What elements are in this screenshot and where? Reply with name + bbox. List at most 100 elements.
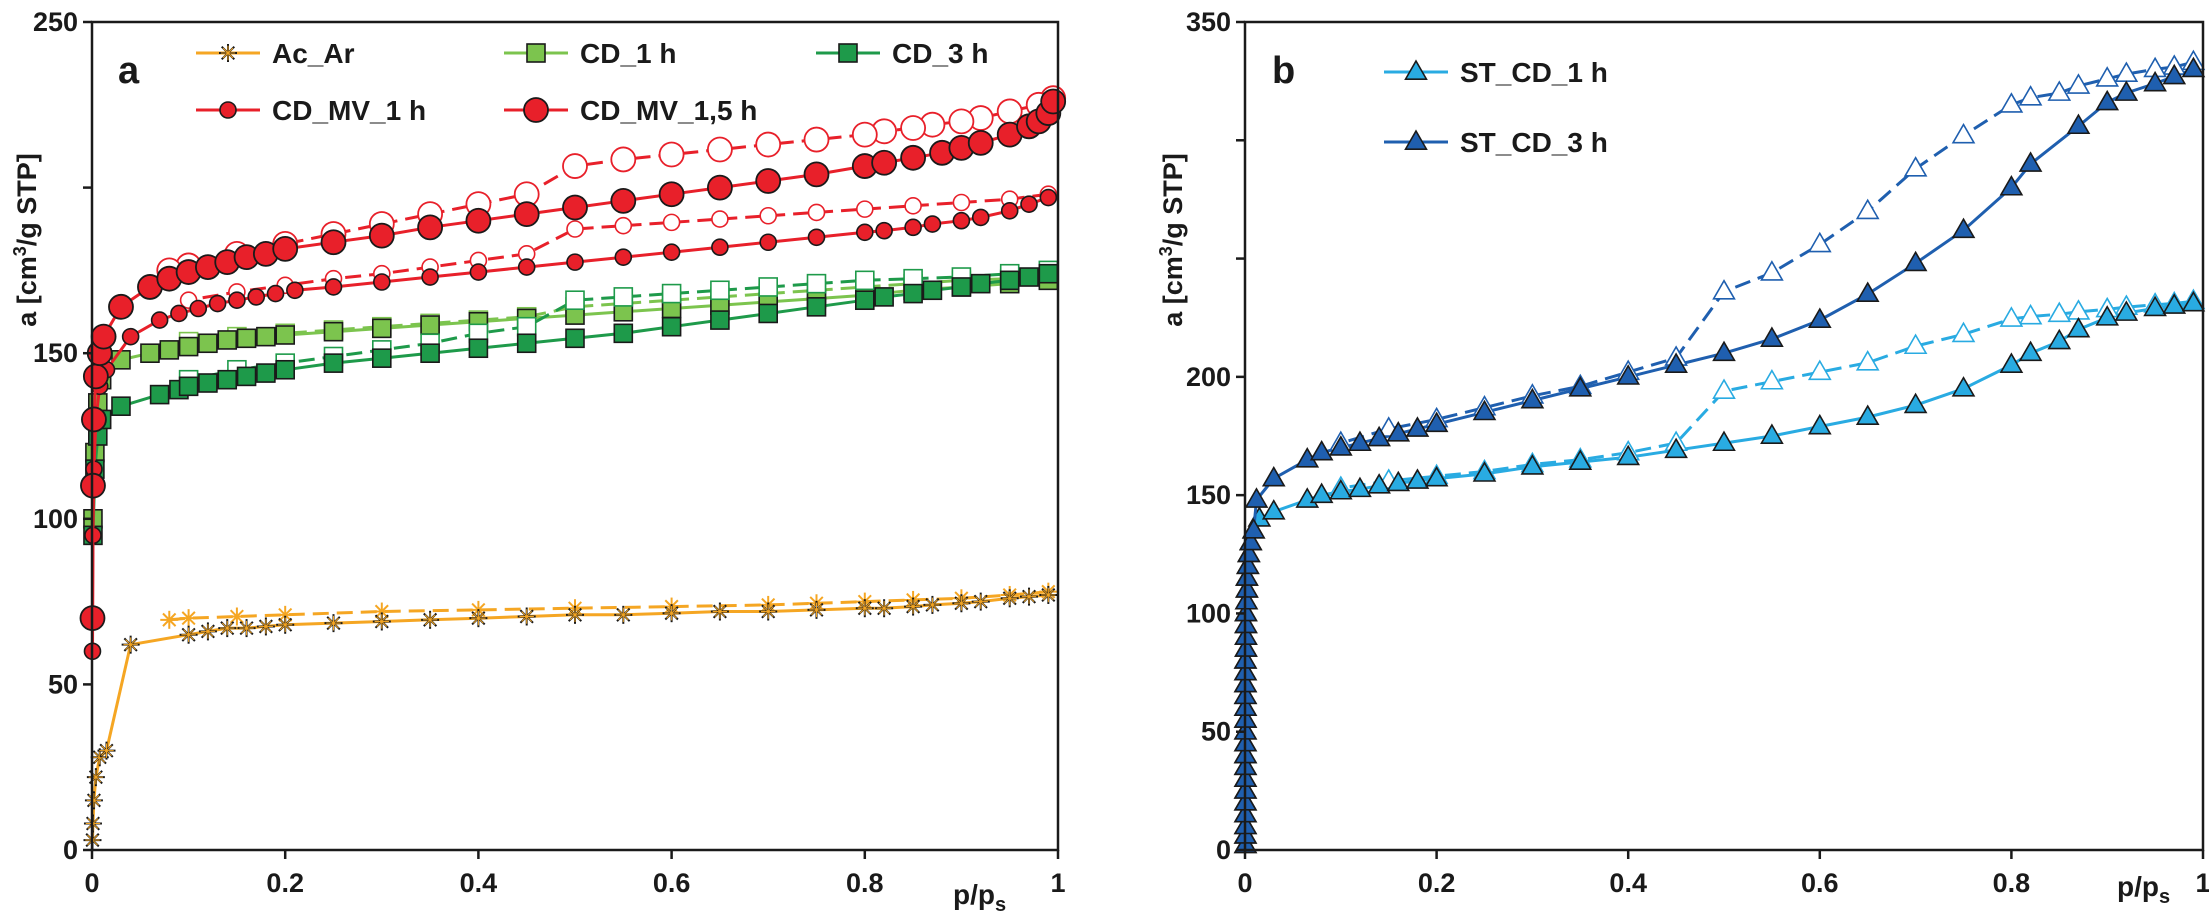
series-cd-mv-1-5-h-adsorption-point <box>465 207 492 234</box>
series-cd-1-h-adsorption-point <box>178 336 199 357</box>
legend-swatch-marker <box>1404 129 1428 150</box>
series-cd-mv-1-h-adsorption-point <box>971 208 990 227</box>
panel-a-legend: Ac_Ar CD_1 h CD_3 h CD_MV_1 h CD_MV_1,5 h <box>196 38 988 126</box>
x-tick-label: 0.2 <box>266 868 304 898</box>
series-st-cd-3-h-desorption-point <box>1712 279 1736 300</box>
panel-a: 0 50 100 150 250 0 0.2 0.4 0.6 0.8 1 a a [cm3/g S… <box>10 7 1067 916</box>
series-cd-3-h-adsorption-point <box>236 366 257 387</box>
series-ac-ar-adsorption-point <box>86 768 105 787</box>
series-st-cd-3-h-adsorption-point <box>1664 352 1688 373</box>
legend-swatch-marker <box>219 44 237 62</box>
series-ac-ar-desorption-point <box>179 609 198 628</box>
panel-b-y-ticks: 0 50 100 150 200 350 <box>1186 7 1245 865</box>
y-tick-label: 200 <box>1186 362 1231 392</box>
x-tick-label: 0.8 <box>846 868 884 898</box>
series-cd-1-h-adsorption-point <box>198 333 218 354</box>
y-tick-label: 50 <box>1201 717 1231 747</box>
series-ac-ar-adsorption-point <box>97 741 116 760</box>
series-st-cd-3-h-adsorption-point <box>1405 416 1430 437</box>
series-ac-ar-adsorption-point <box>517 607 536 626</box>
series-cd-mv-1-h-adsorption-point <box>324 278 343 296</box>
legend-swatch-marker <box>1404 59 1428 80</box>
series-cd-mv-1-h-desorption-point <box>952 193 971 212</box>
series-cd-mv-1-5-h-adsorption-point <box>81 406 107 433</box>
y-tick-label: 0 <box>63 835 78 865</box>
series-cd-3-h-adsorption-point <box>217 369 238 390</box>
series-st-cd-1-h-adsorption-point <box>1855 404 1880 426</box>
series-cd-3-h-desorption-point <box>661 283 682 304</box>
series-st-cd-3-h-adsorption-point <box>1999 174 2024 196</box>
x-tick-label: 0.6 <box>653 868 691 898</box>
series-cd-mv-1-5-h-adsorption-point <box>108 293 134 320</box>
series-st-cd-3-h-adsorption-point <box>1309 439 1334 461</box>
series-cd-mv-1-h-adsorption-point <box>150 311 169 329</box>
series-cd-mv-1-h-desorption-point <box>566 220 584 238</box>
series-ac-ar-adsorption-point <box>1039 585 1058 604</box>
series-st-cd-1-h-desorption-point <box>1903 333 1928 355</box>
series-cd-3-h-adsorption-point <box>371 348 392 368</box>
series-cd-mv-1-h-adsorption-point <box>421 268 439 286</box>
series-cd-1-h-adsorption-point <box>159 340 180 360</box>
series-cd-1-h-adsorption-point <box>256 326 276 347</box>
series-st-cd-1-h-adsorption-point <box>1424 465 1449 487</box>
series-ac-ar-adsorption-point <box>904 597 923 616</box>
y-tick-label: 150 <box>1186 480 1231 510</box>
series-st-cd-3-h-adsorption-point <box>2066 113 2091 135</box>
series-st-cd-1-h-adsorption-point <box>1328 478 1353 500</box>
panel-a-y-axis-label: a [cm3/g STP] <box>10 153 42 327</box>
series-ac-ar-adsorption-point <box>566 605 584 624</box>
panel-b-series <box>1233 49 2206 854</box>
series-cd-mv-1-5-h-desorption-point <box>851 121 878 148</box>
series-cd-mv-1-h-adsorption-point <box>904 218 922 237</box>
series-st-cd-3-h-adsorption-point <box>1348 430 1372 452</box>
series-cd-1-h-adsorption-point <box>420 315 440 335</box>
legend-item-cd-mv-1-5-h: CD_MV_1,5 h <box>504 95 757 126</box>
panel-b-y-axis-label: a [cm3/g STP] <box>1156 153 1188 327</box>
legend-label: ST_CD_3 h <box>1460 127 1608 158</box>
y-tick-label: 100 <box>33 504 78 534</box>
series-st-cd-1-h-adsorption-point <box>1903 392 1928 414</box>
series-cd-3-h-desorption-point <box>565 290 585 311</box>
series-cd-mv-1-5-h-adsorption-point <box>562 194 588 221</box>
series-st-cd-3-h-desorption-point <box>1903 156 1928 177</box>
series-st-cd-3-h-adsorption-point <box>1760 326 1784 347</box>
series-cd-3-h-adsorption-point <box>806 297 827 317</box>
series-st-cd-3-h-adsorption-point <box>1951 217 1976 239</box>
series-cd-mv-1-5-h-adsorption-point <box>610 187 637 214</box>
series-ac-ar-adsorption-point <box>710 602 729 621</box>
series-st-cd-3-h-adsorption-point <box>1235 565 1259 586</box>
series-st-cd-3-h-desorption-point <box>1807 231 1832 253</box>
series-st-cd-3-h-adsorption-point <box>2162 63 2187 85</box>
series-st-cd-1-h-adsorption-line <box>1244 302 2194 846</box>
series-ac-ar-adsorption-point <box>84 791 103 810</box>
series-st-cd-1-h-adsorption-point <box>2095 305 2120 326</box>
series-cd-3-h-adsorption-point <box>149 384 170 405</box>
series-cd-mv-1-5-h-adsorption-point <box>417 214 444 241</box>
legend-item-ac-ar: Ac_Ar <box>196 38 355 69</box>
x-tick-label: 0.4 <box>1609 868 1647 898</box>
legend-item-st-cd-1-h: ST_CD_1 h <box>1384 57 1608 88</box>
y-tick-label: 250 <box>33 7 78 37</box>
y-tick-label: 350 <box>1186 7 1231 37</box>
panel-a-y-ticks: 0 50 100 150 250 <box>33 7 92 865</box>
legend-label: Ac_Ar <box>272 38 355 69</box>
series-st-cd-3-h-adsorption-point <box>1328 435 1353 456</box>
series-st-cd-1-h-adsorption-point <box>1405 468 1430 489</box>
series-st-cd-3-h-adsorption-point <box>2095 89 2120 111</box>
series-ac-ar-adsorption-point <box>179 625 198 644</box>
series-st-cd-3-h-desorption-point <box>2095 66 2120 87</box>
series-cd-3-h-adsorption-point <box>874 287 894 307</box>
series-cd-mv-1-5-h-desorption-point <box>755 131 782 158</box>
series-cd-mv-1-h-adsorption-point <box>517 258 536 276</box>
series-st-cd-1-h-adsorption-point <box>1568 449 1593 470</box>
series-st-cd-1-h-adsorption-point <box>1616 444 1641 466</box>
series-cd-1-h-adsorption-point <box>275 325 296 345</box>
series-cd-mv-1-5-h-adsorption-point <box>320 229 347 256</box>
x-tick-label: 0.4 <box>460 868 498 898</box>
series-cd-3-h-adsorption-point <box>1019 267 1039 287</box>
series-st-cd-1-h-adsorption-point <box>1712 430 1736 452</box>
series-cd-mv-1-5-h-desorption-point <box>658 141 685 168</box>
series-st-cd-1-h-adsorption-point <box>1520 454 1545 475</box>
series-st-cd-1-h-adsorption-point <box>2018 340 2043 362</box>
series-cd-3-h-desorption-point <box>516 316 537 337</box>
